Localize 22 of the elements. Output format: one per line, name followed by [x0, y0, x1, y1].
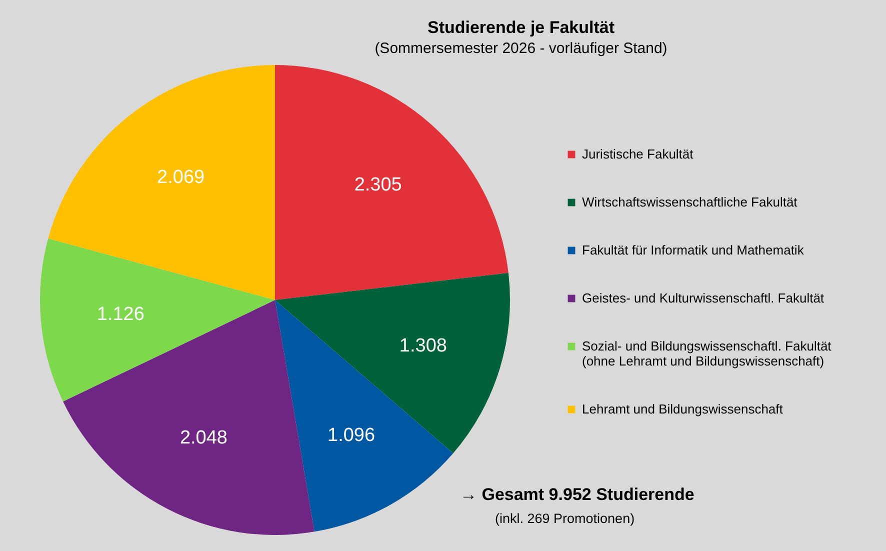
legend-label: Juristische Fakultät — [582, 146, 694, 162]
data-label: 1.308 — [399, 335, 447, 356]
text: → Gesamt 9.952 Studierende — [460, 485, 694, 504]
chart-subtitle: (Sommersemester 2026 - vorläufiger Stand) — [374, 40, 668, 57]
legend-label: Sozial- und Bildungswissenschaftl. Fakultät (ohne Lehramt und Bildungswissenschaft) — [582, 338, 832, 368]
data-label: 2.069 — [157, 166, 205, 188]
pie-slice — [275, 65, 508, 300]
legend-label: Geistes- und Kulturwissenschaftl. Fakultät — [582, 290, 824, 306]
legend-label: Fakultät für Informatik und Mathematik — [582, 242, 804, 258]
legend-label: Lehramt und Bildungswissenschaft — [582, 402, 784, 416]
legend-label: Wirtschaftswissenschaftliche Fakultät — [582, 194, 798, 210]
data-label: 1.096 — [328, 424, 376, 446]
pie-slice — [275, 272, 510, 454]
data-label: 2.048 — [180, 428, 228, 449]
data-label: 2.305 — [354, 174, 402, 196]
pie-slice — [40, 238, 275, 402]
text: (inkl. 269 Promotionen) — [495, 511, 635, 526]
pie-slice — [63, 300, 314, 535]
chart-title: Studierende je Fakultät — [427, 18, 615, 37]
data-label: 1.126 — [96, 304, 144, 326]
pie-slice — [48, 65, 275, 300]
pie-slice — [275, 300, 454, 532]
